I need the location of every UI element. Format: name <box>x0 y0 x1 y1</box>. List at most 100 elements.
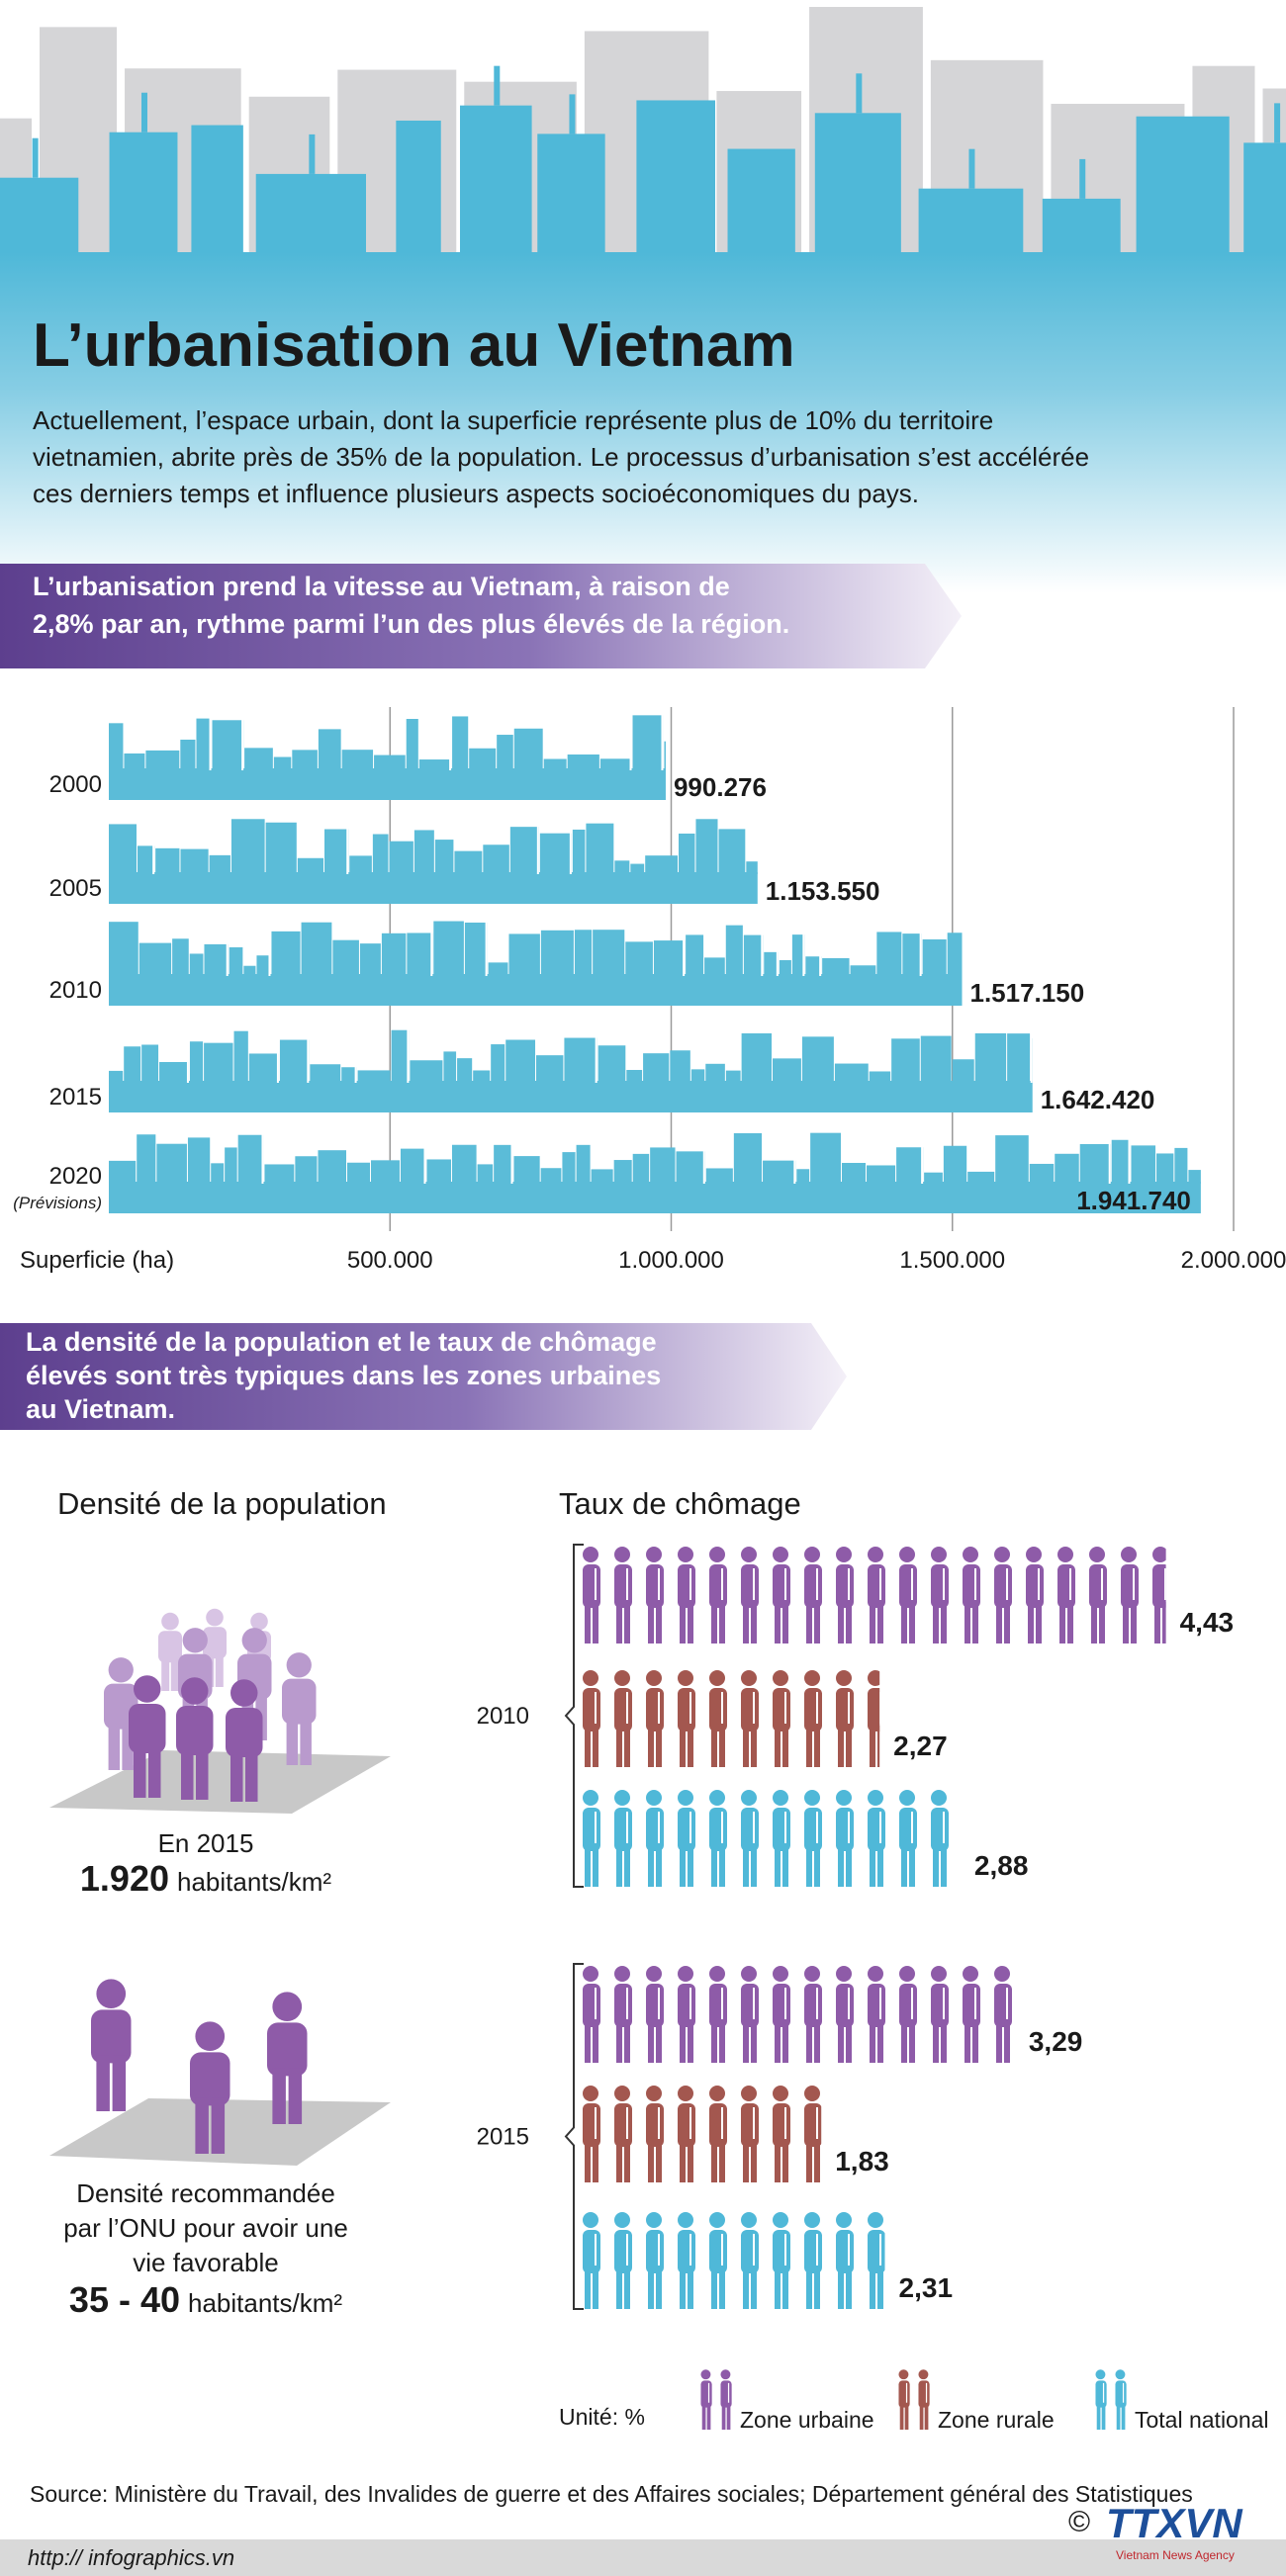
figure-leg <box>782 2021 788 2063</box>
figure-head <box>836 1790 852 1806</box>
bar-building <box>301 922 332 976</box>
figure-leg <box>901 1845 907 1887</box>
bar-building <box>704 957 725 976</box>
bar-building <box>225 1147 237 1184</box>
figure-body <box>773 1808 790 1851</box>
person-leg <box>108 1722 121 1770</box>
figure-leg <box>933 1602 939 1643</box>
spire <box>32 137 39 178</box>
bar-gap <box>595 1027 597 1083</box>
year-label: 2005 <box>49 875 102 902</box>
figure-head <box>614 1670 630 1686</box>
figure-head <box>709 1547 725 1562</box>
pictogram-row <box>583 1966 1012 2063</box>
person-head <box>286 1652 312 1678</box>
person-leg <box>288 2068 303 2124</box>
year-label: 2010 <box>477 1703 529 1730</box>
bar-building <box>805 956 822 976</box>
bar-building <box>180 848 209 874</box>
figure-body <box>646 1688 664 1732</box>
person-head <box>134 1675 161 1703</box>
figure-leg <box>688 1602 693 1643</box>
bar-building <box>180 739 196 770</box>
figure-leg <box>782 2267 788 2309</box>
density-number: 35 - 40 <box>69 2279 180 2320</box>
bar-building <box>155 847 180 874</box>
bar-building <box>539 833 572 874</box>
bar-building <box>323 829 349 874</box>
figure-leg <box>941 1845 947 1887</box>
figure-body <box>963 1564 980 1608</box>
figure-leg <box>688 2021 693 2063</box>
figure-body <box>931 1984 949 2027</box>
footer-bar <box>0 2539 1286 2576</box>
figure-leg <box>806 1602 812 1643</box>
person-head <box>250 1612 268 1631</box>
figure-leg <box>1131 1602 1137 1643</box>
figure-head <box>836 1547 852 1562</box>
x-tick-label: 1.500.000 <box>899 1247 1005 1274</box>
figure-head <box>583 1670 598 1686</box>
bar-building <box>725 925 743 976</box>
figure-leg <box>680 1726 686 1767</box>
figure-leg <box>877 2021 883 2063</box>
bar-gap <box>661 715 664 770</box>
figure-head <box>1095 2369 1106 2380</box>
person-body <box>203 1627 227 1659</box>
bar-building <box>426 1159 451 1184</box>
person-leg <box>300 1717 312 1765</box>
figure-leg <box>775 1726 781 1767</box>
bar-building <box>850 965 876 976</box>
density-unit: habitants/km² <box>177 1867 331 1897</box>
figure-body <box>773 2103 790 2147</box>
figure-body <box>709 2230 727 2273</box>
bar-building <box>764 951 779 976</box>
figure-body <box>868 1564 885 1608</box>
density-caption: En 2015 <box>158 1828 254 1858</box>
figure-leg <box>838 1845 844 1887</box>
figure-body <box>614 1808 632 1851</box>
bar-gap <box>346 819 349 874</box>
value-label: 2,31 <box>899 2272 954 2303</box>
bar-gap <box>209 715 212 770</box>
figure-leg <box>585 2021 591 2063</box>
figure-leg <box>721 2403 726 2430</box>
figure-leg <box>585 1845 591 1887</box>
legend-label: Total national <box>1135 2407 1269 2433</box>
bar-building <box>576 1144 591 1184</box>
density-unit: habitants/km² <box>188 2288 342 2318</box>
person-leg <box>211 2097 226 2154</box>
figure-leg <box>648 2141 654 2182</box>
bar-gap <box>1108 1128 1111 1184</box>
bar-building <box>574 930 593 976</box>
bar-building <box>779 959 791 976</box>
figure-leg <box>1028 1602 1034 1643</box>
bar-gap <box>485 921 488 976</box>
bar-building <box>810 1132 841 1184</box>
bar-building <box>670 1050 690 1083</box>
bar-building <box>124 1046 141 1083</box>
bar-building <box>187 1137 211 1184</box>
person-body <box>190 2052 230 2106</box>
bar-building <box>141 1044 159 1083</box>
figure-leg <box>751 2141 757 2182</box>
figure-body <box>804 1984 822 2027</box>
bar-gap <box>793 1128 796 1184</box>
figure-leg <box>656 1726 662 1767</box>
figure-leg <box>680 1845 686 1887</box>
bar-gap <box>819 921 822 976</box>
figure-body <box>1057 1564 1075 1608</box>
figure-leg <box>616 1845 622 1887</box>
bar-building <box>297 857 323 874</box>
figure-head <box>994 1966 1010 1982</box>
figure-leg <box>1059 1602 1065 1643</box>
figure-head <box>931 1547 947 1562</box>
person-leg <box>161 1657 170 1691</box>
figure-body <box>804 1688 822 1732</box>
person-head <box>181 1677 209 1705</box>
bar-gap <box>152 819 155 874</box>
figure-body <box>583 1984 600 2027</box>
figure-leg <box>585 2267 591 2309</box>
figure-body <box>1121 1564 1139 1608</box>
figure-leg <box>656 2141 662 2182</box>
